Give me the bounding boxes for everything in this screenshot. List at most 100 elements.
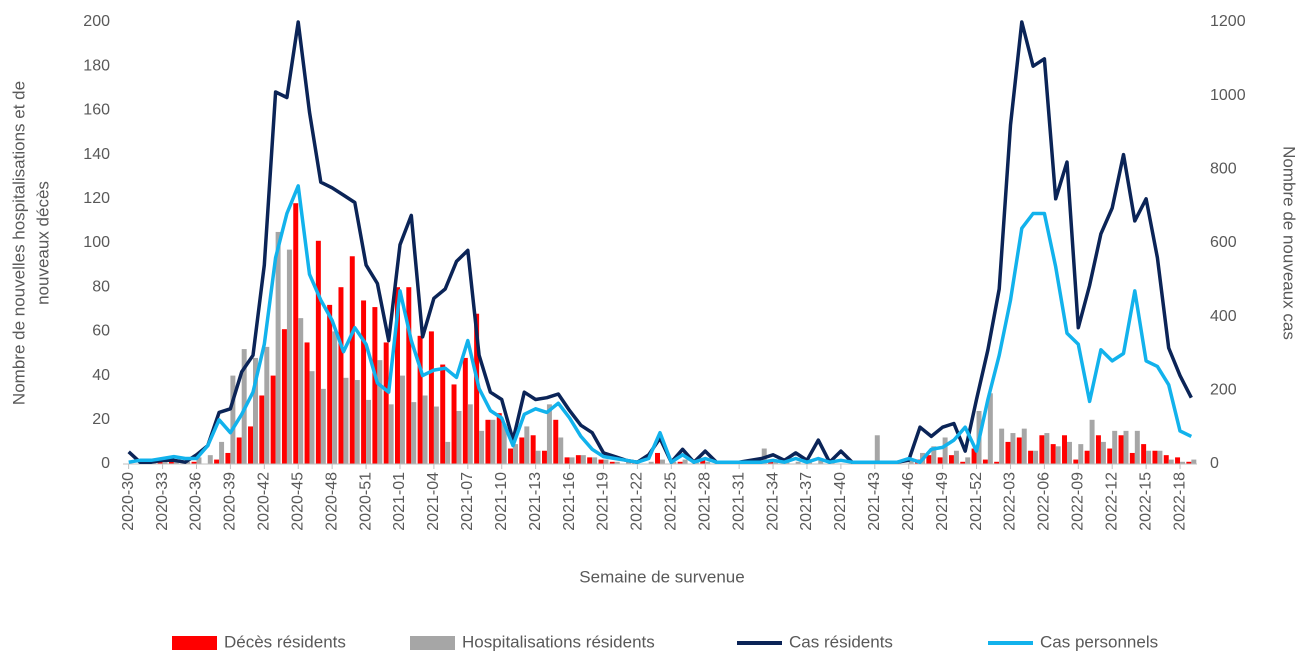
bar bbox=[614, 461, 620, 464]
line bbox=[127, 20, 1193, 464]
bar bbox=[315, 240, 321, 464]
bar bbox=[1141, 444, 1147, 464]
bar bbox=[433, 406, 439, 464]
bar bbox=[1163, 455, 1169, 464]
bar bbox=[1175, 457, 1181, 464]
bar bbox=[1050, 444, 1056, 464]
x-tick-label: 2020-51 bbox=[357, 472, 374, 531]
bar bbox=[286, 249, 292, 464]
bar bbox=[942, 437, 948, 464]
bar bbox=[309, 371, 315, 464]
x-tick-label: 2021-04 bbox=[425, 472, 442, 531]
bar bbox=[648, 461, 654, 464]
bar bbox=[281, 329, 287, 464]
x-tick-label: 2022-18 bbox=[1171, 472, 1188, 531]
bar bbox=[1157, 450, 1163, 464]
x-tick-label: 2020-39 bbox=[222, 472, 239, 531]
bar bbox=[965, 457, 971, 464]
x-tick-label: 2021-40 bbox=[832, 472, 849, 531]
bar bbox=[1005, 441, 1011, 464]
x-tick-label: 2022-06 bbox=[1036, 472, 1053, 531]
bar bbox=[293, 203, 299, 464]
bar bbox=[1095, 435, 1101, 464]
bar bbox=[366, 399, 372, 464]
bar bbox=[1084, 450, 1090, 464]
legend-swatch bbox=[172, 636, 217, 650]
bar bbox=[388, 404, 394, 464]
bar bbox=[377, 360, 383, 464]
bar bbox=[428, 331, 434, 464]
bar bbox=[926, 455, 932, 464]
bar bbox=[655, 452, 660, 464]
bar bbox=[1100, 441, 1106, 464]
bar bbox=[1180, 461, 1186, 464]
bar bbox=[440, 364, 446, 464]
bar bbox=[569, 457, 575, 464]
bar bbox=[1134, 430, 1140, 464]
bar bbox=[320, 388, 326, 464]
bar bbox=[474, 313, 480, 464]
legend-label: Décès résidents bbox=[224, 632, 346, 651]
bar bbox=[587, 457, 593, 464]
bar bbox=[626, 461, 632, 464]
bar bbox=[219, 441, 225, 464]
y2-tick-label: 0 bbox=[1210, 455, 1219, 472]
bar bbox=[603, 459, 609, 464]
bar bbox=[700, 459, 706, 464]
y-tick-label: 140 bbox=[83, 146, 110, 163]
bar bbox=[953, 450, 959, 464]
bar bbox=[406, 287, 412, 464]
x-tick-label: 2020-36 bbox=[188, 472, 205, 531]
bar bbox=[937, 457, 943, 464]
bar bbox=[519, 437, 525, 464]
bar bbox=[874, 435, 880, 464]
bar bbox=[343, 377, 349, 464]
bar bbox=[1055, 446, 1061, 464]
y-tick-label: 100 bbox=[83, 234, 110, 251]
bar bbox=[1129, 452, 1135, 464]
bar bbox=[1152, 450, 1158, 464]
x-tick-label: 2021-43 bbox=[866, 472, 883, 531]
bar bbox=[908, 459, 914, 464]
bar bbox=[191, 461, 197, 464]
x-tick-label: 2020-48 bbox=[323, 472, 340, 531]
x-tick-label: 2022-03 bbox=[1002, 472, 1019, 531]
x-tick-label: 2021-22 bbox=[629, 472, 646, 531]
bar bbox=[462, 357, 468, 464]
bar bbox=[399, 375, 405, 464]
bar bbox=[677, 461, 683, 464]
x-tick-label: 2021-07 bbox=[459, 472, 476, 531]
bar bbox=[214, 459, 220, 464]
x-tick-label: 2021-49 bbox=[934, 472, 951, 531]
x-tick-label: 2021-10 bbox=[493, 472, 510, 531]
bar bbox=[157, 461, 163, 464]
bar bbox=[960, 461, 966, 464]
bar bbox=[275, 231, 281, 464]
y-tick-label: 160 bbox=[83, 102, 110, 119]
bar bbox=[553, 419, 559, 464]
bar bbox=[1062, 435, 1067, 464]
bar bbox=[349, 256, 355, 464]
bar bbox=[496, 413, 502, 464]
bar bbox=[361, 300, 367, 464]
bar bbox=[564, 457, 570, 464]
legend-label: Cas personnels bbox=[1040, 632, 1158, 651]
bar bbox=[546, 404, 552, 464]
bar bbox=[541, 450, 547, 464]
bar bbox=[1044, 433, 1050, 464]
y-axis-label: nouveaux décès bbox=[33, 181, 52, 305]
bar bbox=[451, 384, 457, 464]
bar bbox=[609, 461, 615, 464]
bar bbox=[931, 446, 937, 464]
bar bbox=[456, 410, 462, 464]
x-axis-label: Semaine de survenue bbox=[579, 567, 744, 586]
bar bbox=[513, 444, 519, 464]
bar bbox=[230, 375, 236, 464]
y-tick-label: 40 bbox=[92, 367, 110, 384]
bar bbox=[1089, 419, 1095, 464]
x-tick-label: 2022-12 bbox=[1103, 472, 1120, 531]
bar bbox=[1146, 450, 1152, 464]
bar bbox=[1186, 461, 1192, 464]
bar bbox=[264, 346, 270, 464]
bar bbox=[1078, 444, 1084, 464]
